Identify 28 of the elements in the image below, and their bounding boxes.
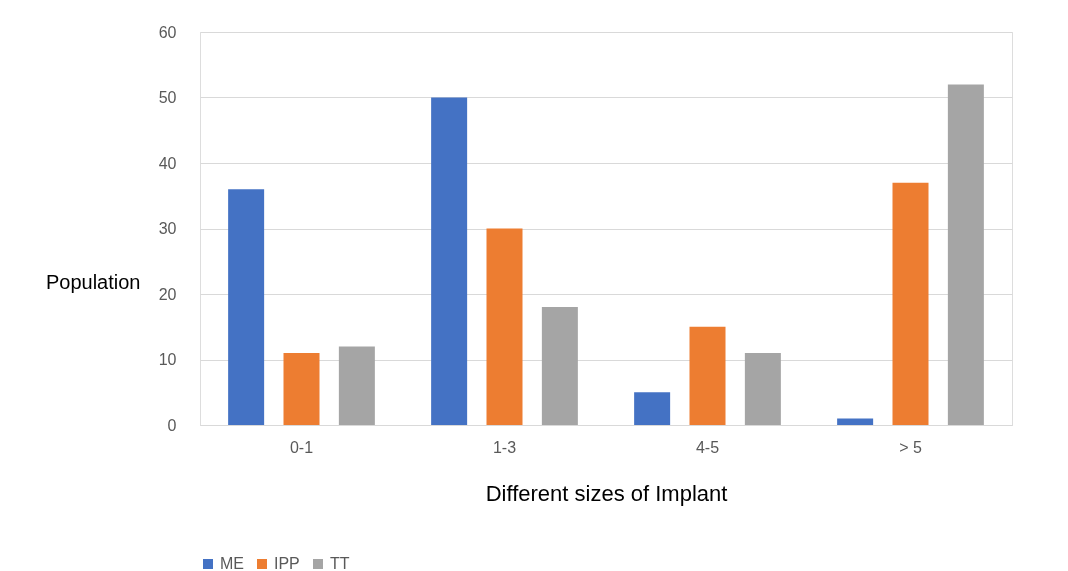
y-tick-label: 60: [158, 23, 177, 41]
bar: [947, 84, 984, 425]
bar: [228, 189, 265, 425]
x-tick-label: 4-5: [695, 438, 720, 456]
bar: [486, 228, 523, 425]
y-tick-label: 50: [158, 89, 177, 106]
y-tick-label: 30: [158, 220, 177, 237]
legend-label: ME: [220, 555, 244, 571]
y-tick-label: 0: [167, 416, 177, 434]
bar: [892, 182, 929, 425]
y-tick-label: 10: [158, 351, 177, 368]
bar: [634, 392, 671, 425]
bar: [689, 326, 726, 425]
bar: [283, 352, 320, 425]
legend-label: IPP: [274, 555, 300, 571]
x-axis-title: Different sizes of Implant: [485, 480, 728, 506]
bar: [338, 346, 375, 425]
x-tick-label: 0-1: [289, 438, 314, 456]
bar: [541, 307, 578, 425]
legend-label: TT: [330, 555, 350, 571]
x-tick-label: > 5: [899, 438, 922, 456]
y-tick-label: 20: [158, 285, 177, 303]
y-tick-label: 40: [158, 154, 177, 172]
bar: [837, 418, 874, 425]
bar: [431, 97, 468, 425]
x-tick-label: 1-3: [492, 438, 517, 456]
y-axis-title: Population: [45, 270, 141, 293]
bar: [744, 352, 781, 425]
